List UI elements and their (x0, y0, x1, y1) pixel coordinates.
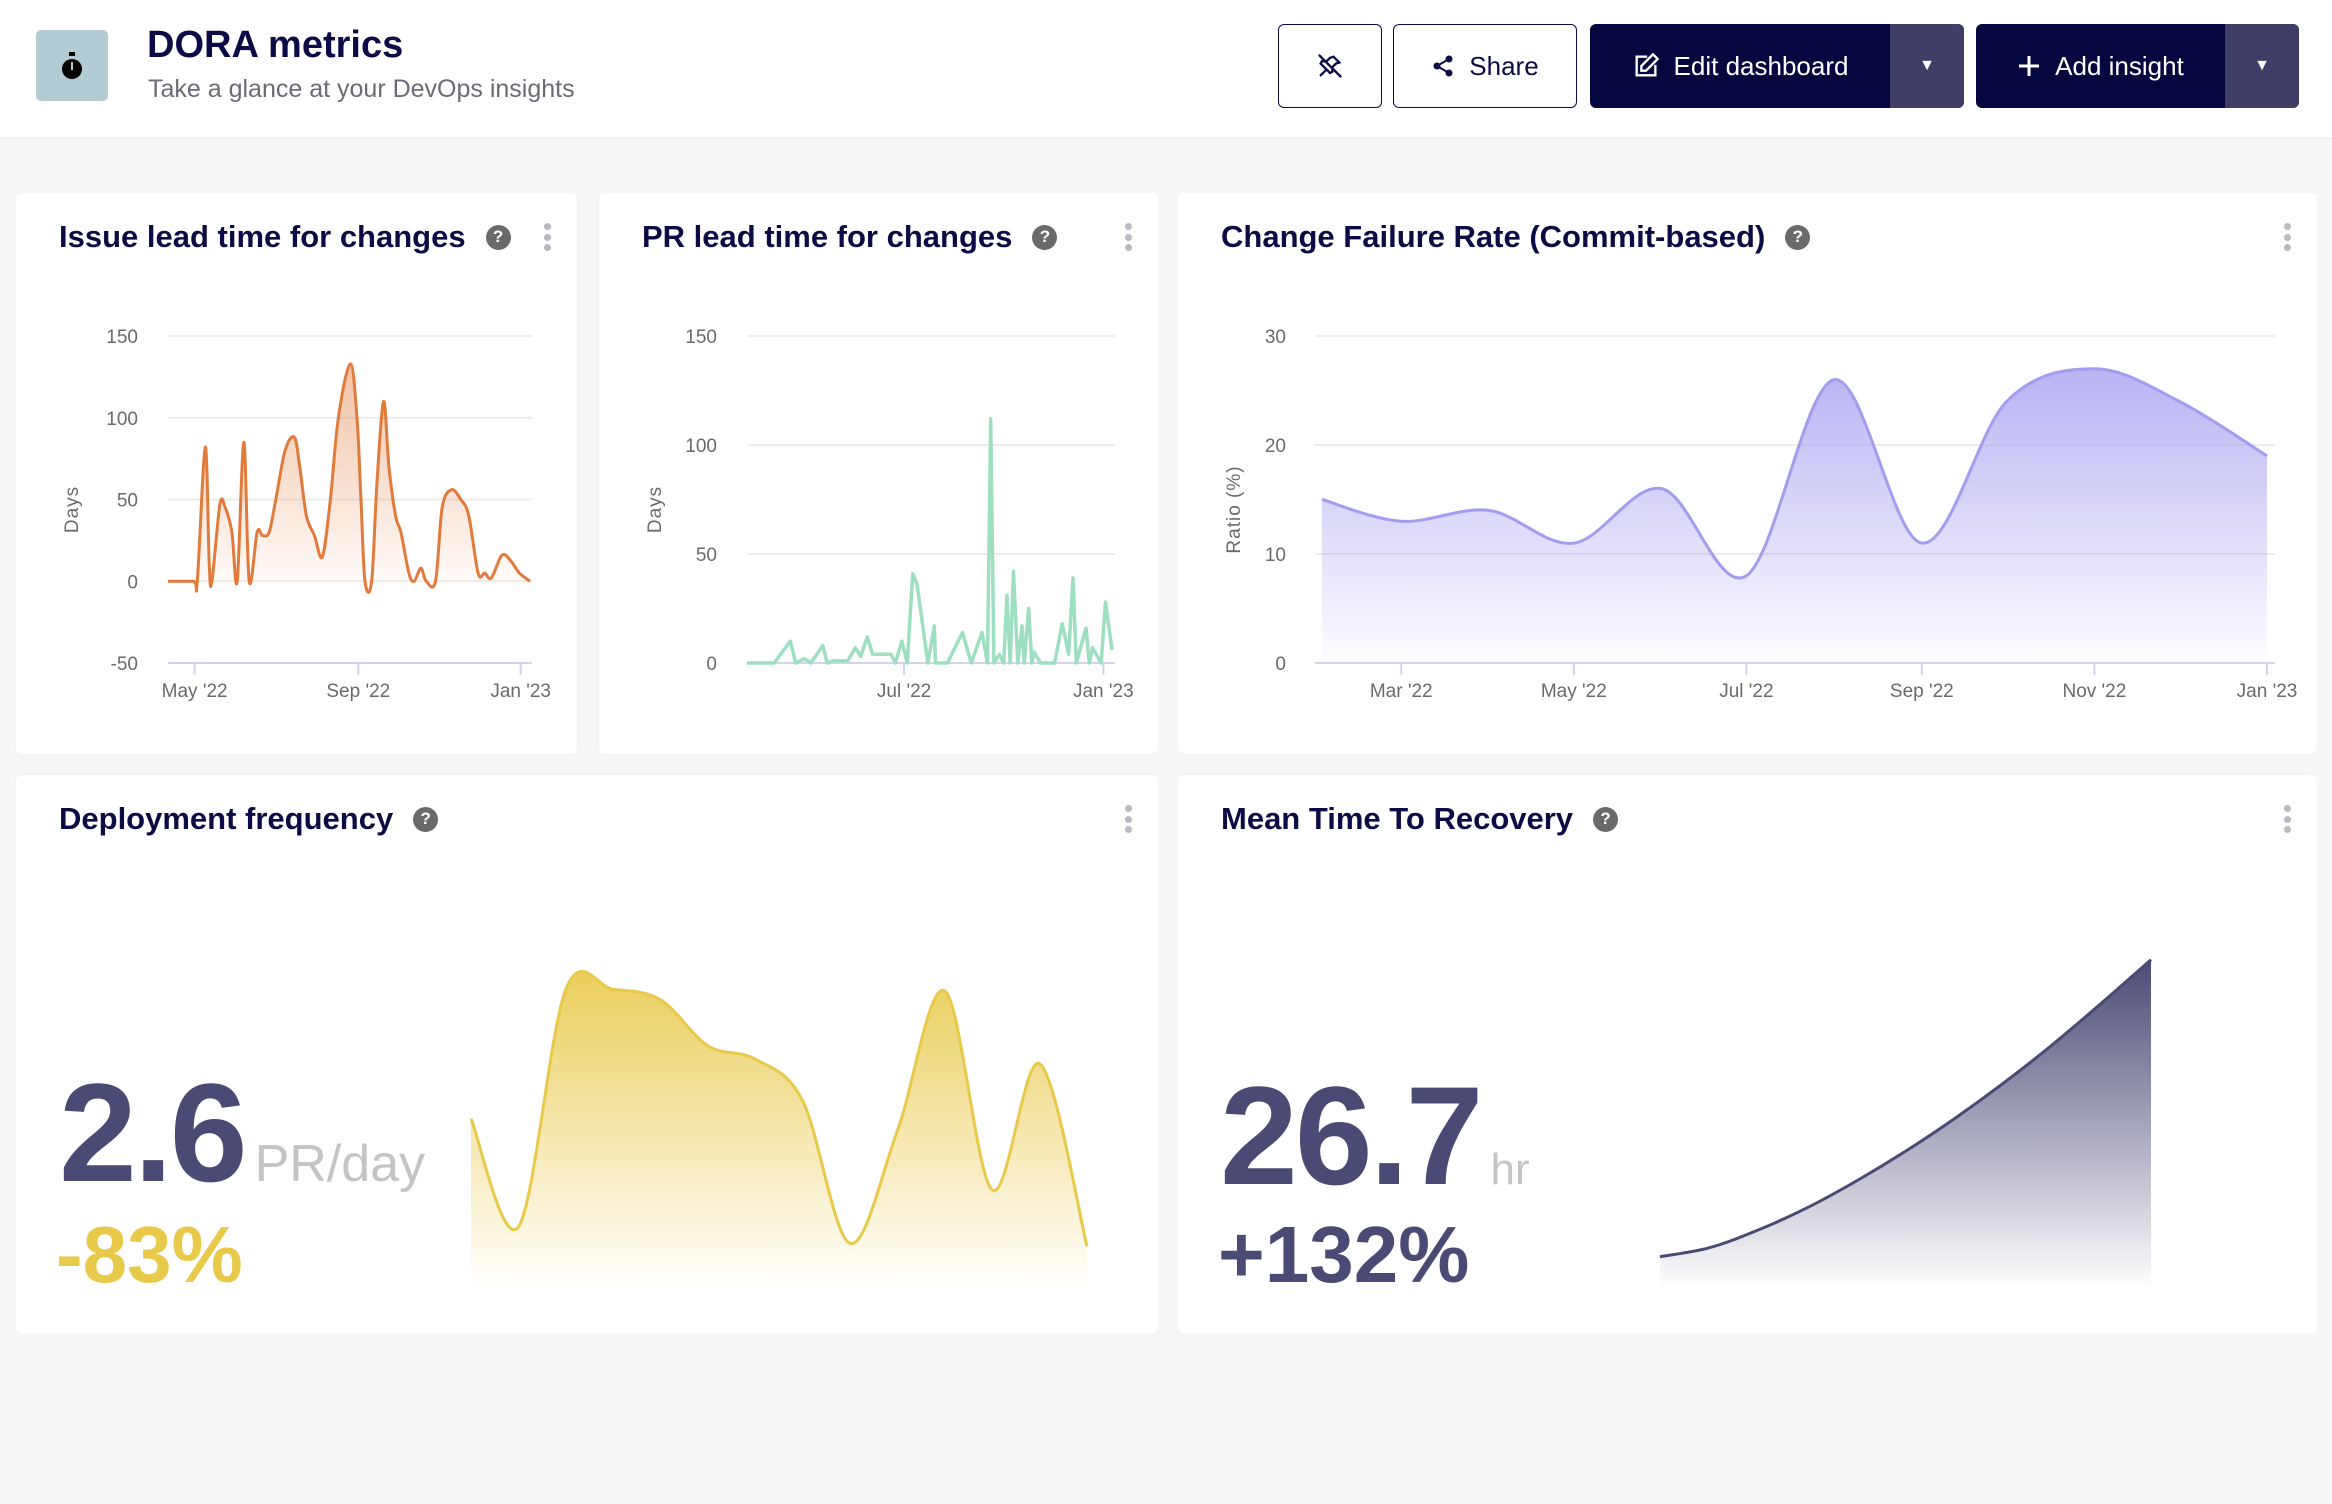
more-options-icon[interactable] (541, 223, 553, 251)
x-tick-label: Jan '23 (490, 681, 551, 702)
plus-icon (2019, 56, 2040, 76)
help-icon[interactable]: ? (485, 224, 511, 250)
metric-value: 2.6 (59, 1054, 248, 1211)
pr-lead-time-card: PR lead time for changes? 150 100 50 0 Jul '… (599, 193, 1158, 754)
y-tick-label: 0 (1275, 654, 1286, 675)
metric-unit: PR/day (254, 1135, 426, 1193)
deployment-frequency-sparkline (469, 970, 1089, 1289)
y-tick-label: 100 (106, 409, 138, 430)
page-title: DORA metrics (147, 24, 404, 66)
y-tick-label: -50 (111, 654, 138, 675)
y-tick-label: 50 (117, 491, 138, 512)
page-subtitle: Take a glance at your DevOps insights (148, 75, 575, 103)
card-title: Change Failure Rate (Commit-based) (1221, 219, 1766, 254)
add-dropdown-caret-icon[interactable]: ▼ (2225, 24, 2299, 108)
metric-change: -83% (56, 1210, 243, 1299)
card-title: Issue lead time for changes (59, 219, 466, 254)
y-tick-label: 50 (696, 545, 717, 566)
stopwatch-icon (62, 51, 82, 79)
edit-dashboard-button[interactable]: Edit dashboard ▼ (1590, 24, 1964, 108)
share-icon (1433, 55, 1453, 77)
x-tick-label: Jan '23 (2237, 681, 2298, 702)
edit-dashboard-label: Edit dashboard (1673, 50, 1849, 81)
x-tick-label: May '22 (1541, 681, 1607, 702)
x-tick-label: Jul '22 (1719, 681, 1773, 702)
series-line (747, 417, 1114, 665)
more-options-icon[interactable] (2281, 223, 2293, 251)
sparkline-area (471, 971, 1087, 1289)
x-tick-label: Jul '22 (877, 681, 931, 702)
y-axis-label: Days (645, 486, 666, 533)
metric-value-row: 2.6 PR/day (59, 1063, 425, 1203)
share-button[interactable]: Share (1393, 24, 1577, 108)
metric-value-row: 26.7 hr (1220, 1066, 1530, 1206)
mean-time-to-recovery-card: Mean Time To Recovery? 26.7 hr +132% (1178, 775, 2317, 1334)
x-tick-label: Sep '22 (1890, 681, 1954, 702)
series-area (168, 363, 530, 593)
y-axis-label: Ratio (%) (1224, 465, 1245, 553)
y-tick-label: 20 (1265, 436, 1286, 457)
card-title: Deployment frequency (59, 801, 394, 836)
more-options-icon[interactable] (1122, 223, 1134, 251)
change-failure-rate-card: Change Failure Rate (Commit-based)? 30 20… (1178, 193, 2317, 754)
x-tick-label: May '22 (162, 681, 228, 702)
unpin-icon (1318, 54, 1342, 78)
y-axis-label: Days (62, 486, 83, 533)
issue-lead-time-chart: 150 100 50 0 -50 May '22 Sep '22 Jan '23 Days (62, 327, 551, 702)
y-tick-label: 0 (706, 654, 717, 675)
help-icon[interactable]: ? (1593, 806, 1619, 832)
y-tick-label: 150 (685, 327, 717, 348)
more-options-icon[interactable] (2281, 805, 2293, 833)
help-icon[interactable]: ? (1032, 224, 1058, 250)
sparkline-line (469, 970, 1089, 1247)
y-tick-label: 30 (1265, 327, 1286, 348)
unpin-button[interactable] (1278, 24, 1382, 108)
card-title: PR lead time for changes (642, 219, 1013, 254)
metric-change: +132% (1218, 1210, 1470, 1299)
y-tick-label: 10 (1265, 545, 1286, 566)
x-tick-label: Jan '23 (1073, 681, 1134, 702)
help-icon[interactable]: ? (1785, 224, 1811, 250)
x-tick-label: Mar '22 (1370, 681, 1433, 702)
series-line (1321, 367, 2268, 580)
more-options-icon[interactable] (1122, 805, 1134, 833)
pr-lead-time-chart: 150 100 50 0 Jul '22 Jan '23 Days (645, 327, 1134, 702)
metric-unit: hr (1490, 1145, 1530, 1194)
share-label: Share (1469, 50, 1539, 81)
card-title: Mean Time To Recovery (1221, 801, 1574, 836)
mttr-sparkline (1659, 958, 2152, 1289)
x-tick-label: Nov '22 (2062, 681, 2126, 702)
y-tick-label: 0 (127, 572, 138, 593)
sparkline-line (1659, 958, 2152, 1259)
edit-dropdown-caret-icon[interactable]: ▼ (1890, 24, 1964, 108)
edit-icon (1635, 52, 1659, 77)
y-tick-label: 150 (106, 327, 138, 348)
y-tick-label: 100 (685, 436, 717, 457)
deployment-frequency-card: Deployment frequency? 2.6 PR/day -83% (16, 775, 1158, 1334)
dashboard-header: DORA metrics Take a glance at your DevOp… (0, 0, 2332, 137)
add-insight-label: Add insight (2055, 50, 2184, 81)
change-failure-rate-chart: 30 20 10 0 Mar '22 May '22 Jul '22 Sep '22 Nov '… (1224, 327, 2298, 702)
add-insight-button[interactable]: Add insight ▼ (1976, 24, 2299, 108)
dashboard-icon (36, 30, 108, 101)
sparkline-area (1660, 959, 2151, 1289)
help-icon[interactable]: ? (413, 806, 439, 832)
x-tick-label: Sep '22 (326, 681, 390, 702)
series-area (1322, 368, 2267, 663)
metric-value: 26.7 (1220, 1057, 1483, 1214)
issue-lead-time-card: Issue lead time for changes? 150 100 50 0 -5… (16, 193, 577, 754)
